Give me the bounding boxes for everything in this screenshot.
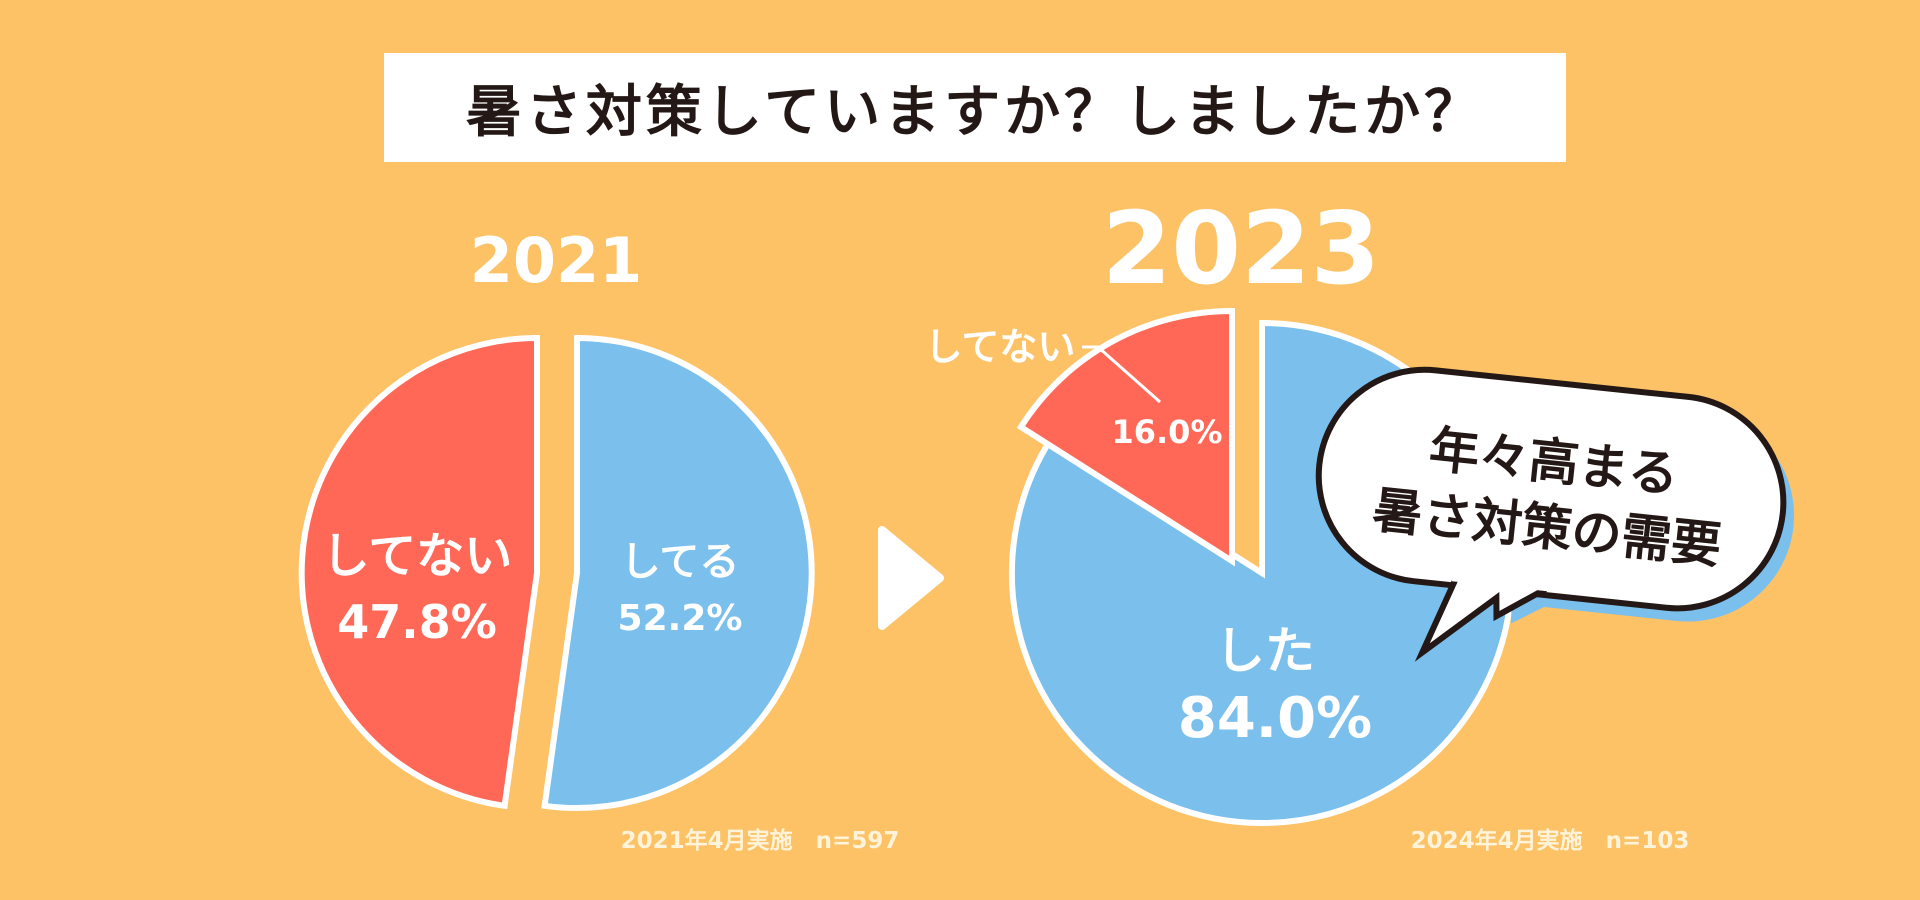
chart-title-2023: 2023 [1102,190,1380,307]
chart-title-2021: 2021 [470,224,643,297]
callout-bubble: 年々高まる 暑さ対策の需要 [1315,366,1795,662]
slice-value-2021-no: 47.8% [337,595,497,649]
slice-label-2023-yes: した [1215,622,1315,680]
play-triangle-icon [878,526,944,630]
callout-tail-join [1451,565,1550,592]
pie-slice-2021-yes [541,334,815,811]
slice-value-2021-yes: 52.2% [618,598,743,639]
slice-label-2021-no: してない [322,528,513,584]
survey-note-2021: 2021年4月実施 n=597 [621,827,900,854]
slice-label-2021-yes: してる [621,539,740,585]
pie-chart-2021 [298,334,815,811]
pie-slice-2023-no [1016,307,1235,567]
slice-value-2023-no: 16.0% [1111,413,1222,451]
callout-tail [1414,576,1548,662]
slice-value-2023-yes: 84.0% [1178,686,1372,751]
title-banner: 暑さ対策していますか？しましたか？ [384,53,1566,162]
page-title: 暑さ対策していますか？しましたか？ [465,80,1485,145]
survey-note-2023: 2024年4月実施 n=103 [1411,827,1690,854]
slice-label-2023-no: してない [925,325,1076,369]
leader-line [1082,345,1161,404]
pie-slice-2021-no [298,334,540,810]
